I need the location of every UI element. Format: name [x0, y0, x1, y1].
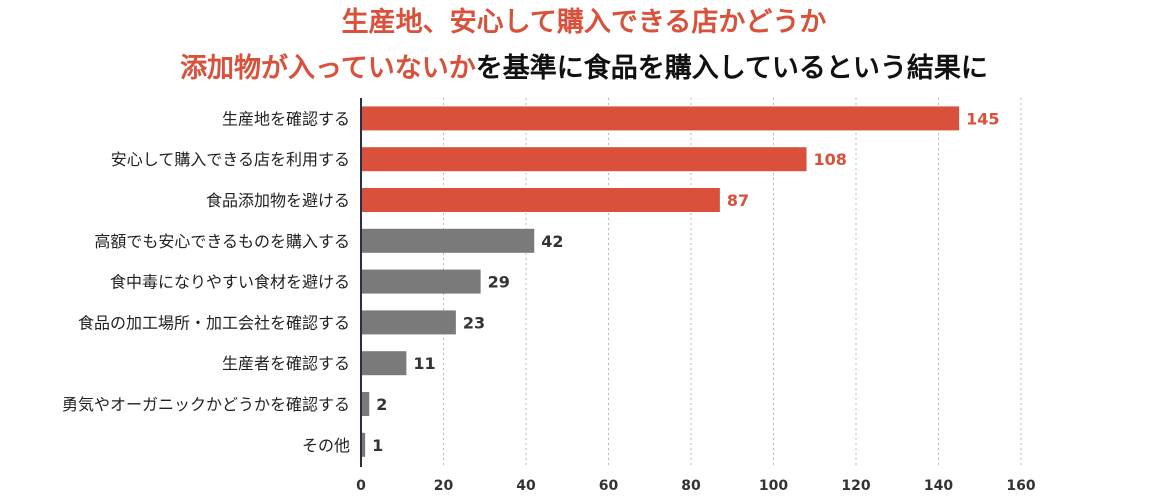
category-label: 生産地を確認する: [222, 109, 350, 128]
data-label: 2: [376, 395, 387, 414]
title-highlight-1: 生産地、安心して購入できる店かどうか: [341, 7, 827, 38]
data-label: 29: [488, 273, 510, 292]
category-label: 食中毒になりやすい食材を避ける: [110, 273, 350, 292]
bar: [361, 392, 370, 416]
chart-title-line-1: 生産地、安心して購入できる店かどうか: [0, 6, 1168, 40]
bar: [361, 188, 720, 212]
category-label: 勇気やオーガニックかどうかを確認する: [62, 395, 350, 414]
x-tick-label: 40: [516, 478, 536, 494]
bar: [361, 106, 960, 131]
data-label: 87: [727, 191, 749, 210]
x-tick-label: 20: [434, 478, 454, 494]
category-label: 食品の加工場所・加工会社を確認する: [78, 313, 350, 332]
bar: [361, 228, 535, 253]
category-label: 食品添加物を避ける: [206, 191, 350, 210]
bar: [361, 310, 456, 335]
category-label: 高額でも安心できるものを購入する: [94, 232, 350, 251]
category-label: その他: [302, 436, 350, 455]
bar: [361, 147, 807, 172]
data-label: 108: [814, 150, 847, 169]
category-label: 生産者を確認する: [222, 354, 350, 373]
data-label: 1: [372, 436, 383, 455]
x-tick-label: 0: [356, 478, 366, 494]
chart-title-line-2: 添加物が入っていないかを基準に食品を購入しているという結果に: [0, 52, 1168, 86]
bar: [361, 269, 481, 294]
x-tick-label: 80: [681, 478, 701, 494]
category-label: 安心して購入できる店を利用する: [111, 150, 350, 169]
title-highlight-2: 添加物が入っていないか: [180, 53, 476, 84]
data-label: 23: [463, 313, 485, 332]
bar: [361, 432, 366, 457]
x-tick-label: 140: [924, 478, 953, 494]
x-tick-label: 100: [759, 478, 788, 494]
data-label: 42: [541, 232, 563, 251]
x-tick-label: 160: [1006, 478, 1035, 494]
x-tick-label: 60: [599, 478, 619, 494]
data-label: 145: [966, 109, 999, 128]
bar: [361, 351, 407, 376]
title-rest: を基準に食品を購入しているという結果に: [475, 53, 988, 84]
data-label: 11: [413, 354, 435, 373]
x-tick-label: 120: [841, 478, 870, 494]
